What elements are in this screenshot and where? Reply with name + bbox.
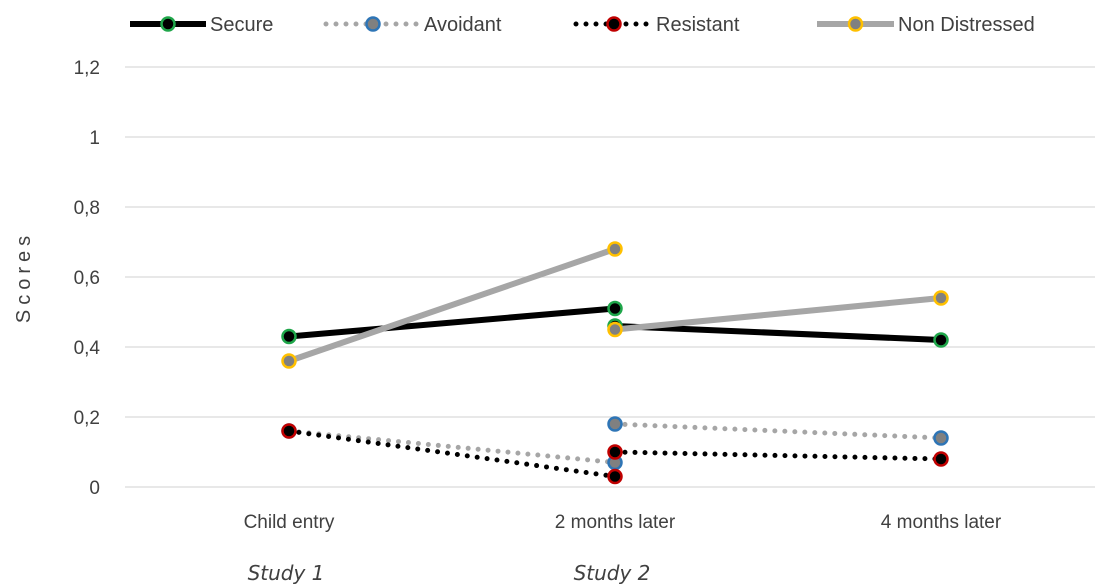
legend-label: Resistant xyxy=(656,14,740,36)
x-category-label: 2 months later xyxy=(555,512,676,533)
y-tick-label: 0,2 xyxy=(74,408,100,429)
study-group-label: Study 1 xyxy=(248,561,325,585)
data-point xyxy=(933,290,949,306)
y-tick-label: 1 xyxy=(89,128,100,149)
x-category-label: 4 months later xyxy=(881,512,1002,533)
series-line xyxy=(612,449,944,462)
data-point xyxy=(933,451,949,467)
series-avoidant xyxy=(281,416,949,471)
series-resistant xyxy=(281,423,949,485)
x-axis-categories: Child entry 2 months later 4 months later xyxy=(244,512,1002,533)
data-point xyxy=(607,321,623,338)
series-line xyxy=(614,323,942,343)
y-axis-label: Scores xyxy=(13,231,35,323)
legend-marker xyxy=(365,16,381,32)
data-point xyxy=(607,444,623,460)
legend-marker xyxy=(847,16,864,32)
y-tick-label: 0,6 xyxy=(74,268,100,289)
y-axis-ticks: 0 0,2 0,4 0,6 0,8 1 1,2 xyxy=(74,58,101,499)
data-point xyxy=(933,430,949,446)
grid xyxy=(125,66,1095,488)
y-tick-label: 0,8 xyxy=(74,198,100,219)
y-tick-label: 1,2 xyxy=(74,58,100,79)
series-layer xyxy=(281,241,949,485)
y-tick-label: 0 xyxy=(89,478,100,499)
series-secure xyxy=(281,300,949,348)
legend-label: Secure xyxy=(210,14,273,36)
series-line xyxy=(614,295,942,333)
data-point xyxy=(607,468,623,485)
x-category-label: Child entry xyxy=(244,512,335,533)
legend-item: Resistant xyxy=(573,14,740,36)
data-point xyxy=(607,300,623,317)
y-tick-label: 0,4 xyxy=(74,338,101,359)
data-point xyxy=(607,241,623,257)
legend-item: Secure xyxy=(130,14,273,36)
legend-label: Avoidant xyxy=(424,14,502,36)
legend-item: Avoidant xyxy=(323,14,502,36)
legend-marker xyxy=(606,16,622,32)
series-line xyxy=(288,305,616,340)
study-group-labels: Study 1 Study 2 xyxy=(248,561,651,585)
data-point xyxy=(281,353,297,369)
data-point xyxy=(607,416,623,432)
legend-marker xyxy=(160,16,176,32)
data-point xyxy=(281,328,297,345)
series-non-distressed xyxy=(281,241,949,369)
legend-item: Non Distressed xyxy=(817,14,1035,36)
series-line xyxy=(612,421,944,441)
series-line xyxy=(286,428,618,479)
legend: Secure Avoidant Resistant Non Distressed xyxy=(130,14,1035,36)
data-point xyxy=(933,332,949,348)
series-line xyxy=(288,246,616,364)
study-group-label: Study 2 xyxy=(574,561,651,585)
data-point xyxy=(281,423,297,439)
legend-label: Non Distressed xyxy=(898,14,1035,36)
